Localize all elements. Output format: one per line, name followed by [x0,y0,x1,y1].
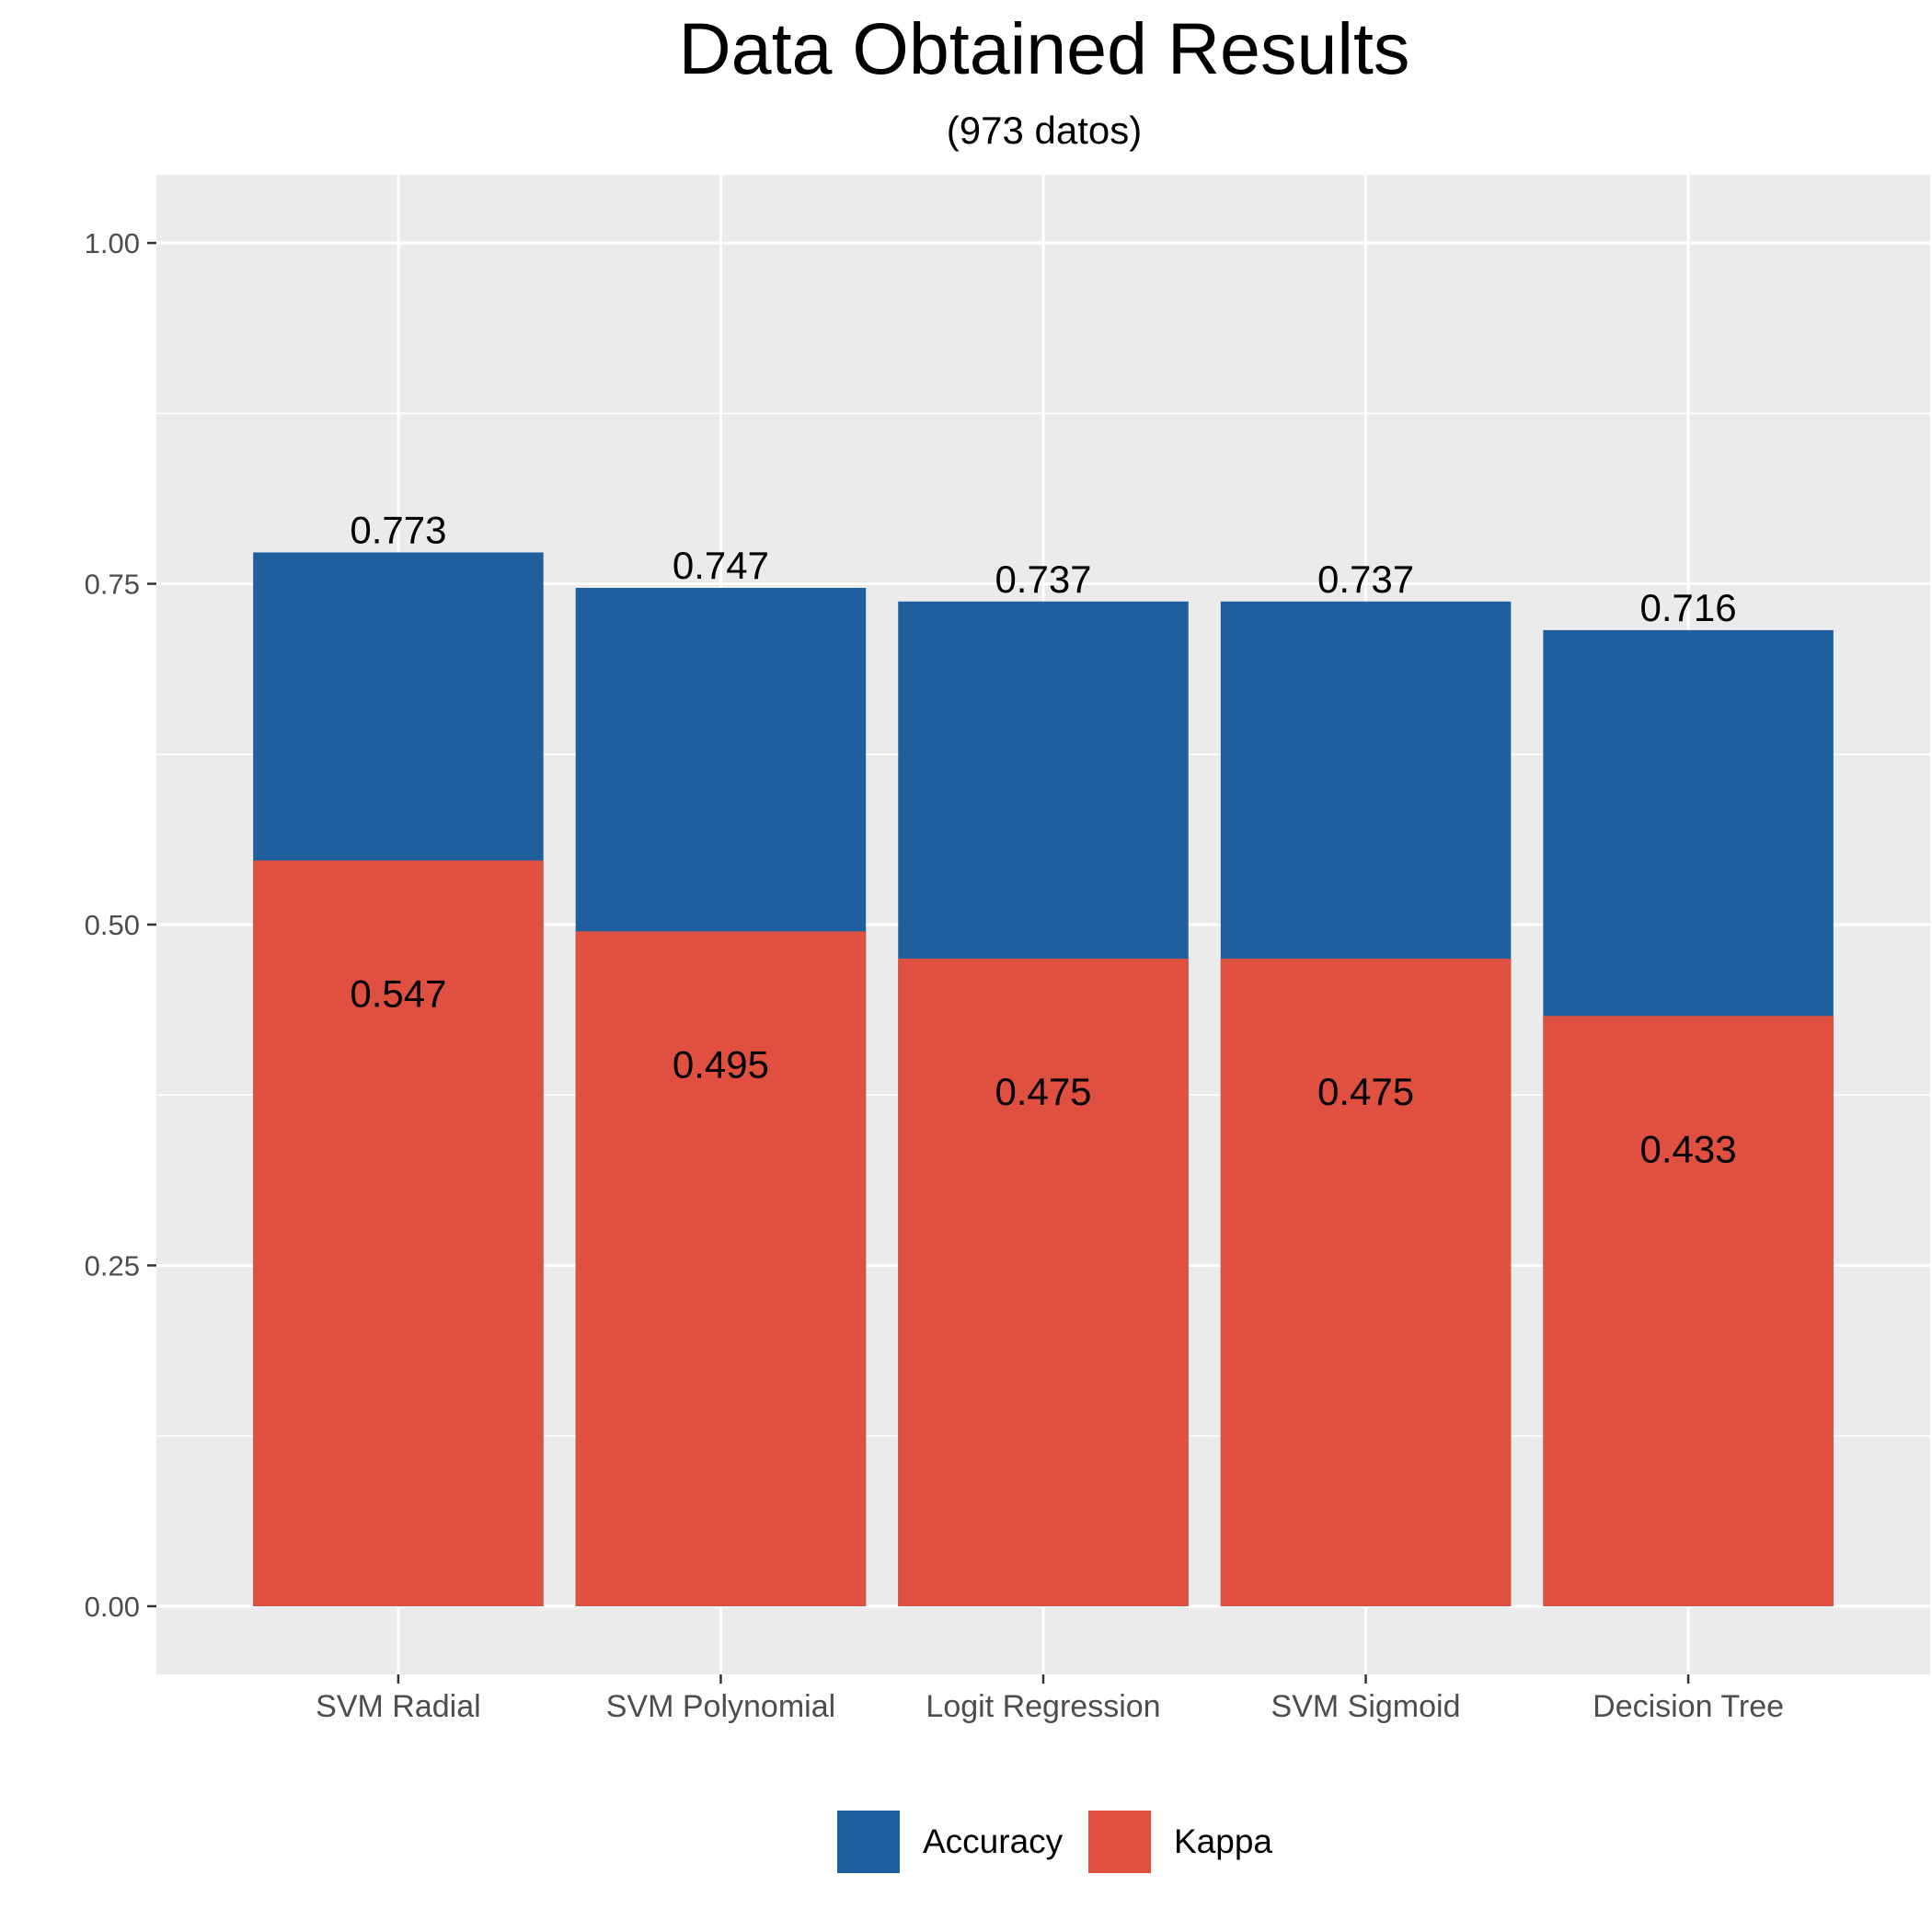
x-tick-label: SVM Polynomial [606,1689,835,1724]
legend-kappa-label: Kappa [1174,1823,1272,1860]
data-label-accuracy: 0.747 [673,544,769,587]
data-label-accuracy: 0.773 [350,508,446,551]
data-label-kappa: 0.475 [1317,1070,1414,1113]
y-tick-label: 0.25 [85,1249,140,1282]
bar-kappa [1543,1016,1834,1606]
bar-kappa [1220,959,1512,1606]
x-tick-label: Logit Regression [926,1689,1160,1724]
x-tick-label: SVM Radial [316,1689,481,1724]
bar-kappa [898,959,1189,1606]
x-axis: SVM Radial SVM Polynomial Logit Regression… [316,1674,1784,1724]
legend-accuracy-label: Accuracy [923,1823,1064,1860]
y-tick-label: 0.00 [85,1591,140,1623]
legend-accuracy-key [837,1811,900,1873]
x-tick-label: Decision Tree [1593,1689,1784,1724]
data-label-accuracy: 0.716 [1640,586,1737,629]
data-label-kappa: 0.495 [673,1042,769,1086]
data-label-kappa: 0.475 [995,1070,1091,1113]
bar-kappa [575,931,867,1606]
y-tick-label: 0.50 [85,909,140,941]
chart-title: Data Obtained Results [679,7,1410,89]
x-tick-label: SVM Sigmoid [1271,1689,1461,1724]
y-axis: 0.00 0.25 0.50 0.75 1.00 [85,227,156,1623]
legend: Accuracy Kappa [837,1811,1272,1873]
bar-kappa [253,860,544,1606]
data-label-kappa: 0.433 [1640,1127,1737,1170]
data-label-accuracy: 0.737 [1317,558,1414,601]
data-label-kappa: 0.547 [350,972,446,1015]
y-tick-label: 1.00 [85,227,140,259]
bars [253,552,1834,1606]
legend-kappa-key [1088,1811,1151,1873]
chart-subtitle: (973 datos) [947,109,1142,152]
y-tick-label: 0.75 [85,569,140,601]
data-labels: 0.773 0.547 0.747 0.495 0.737 0.475 0.737 0.475… [350,508,1736,1170]
data-label-accuracy: 0.737 [995,558,1091,601]
